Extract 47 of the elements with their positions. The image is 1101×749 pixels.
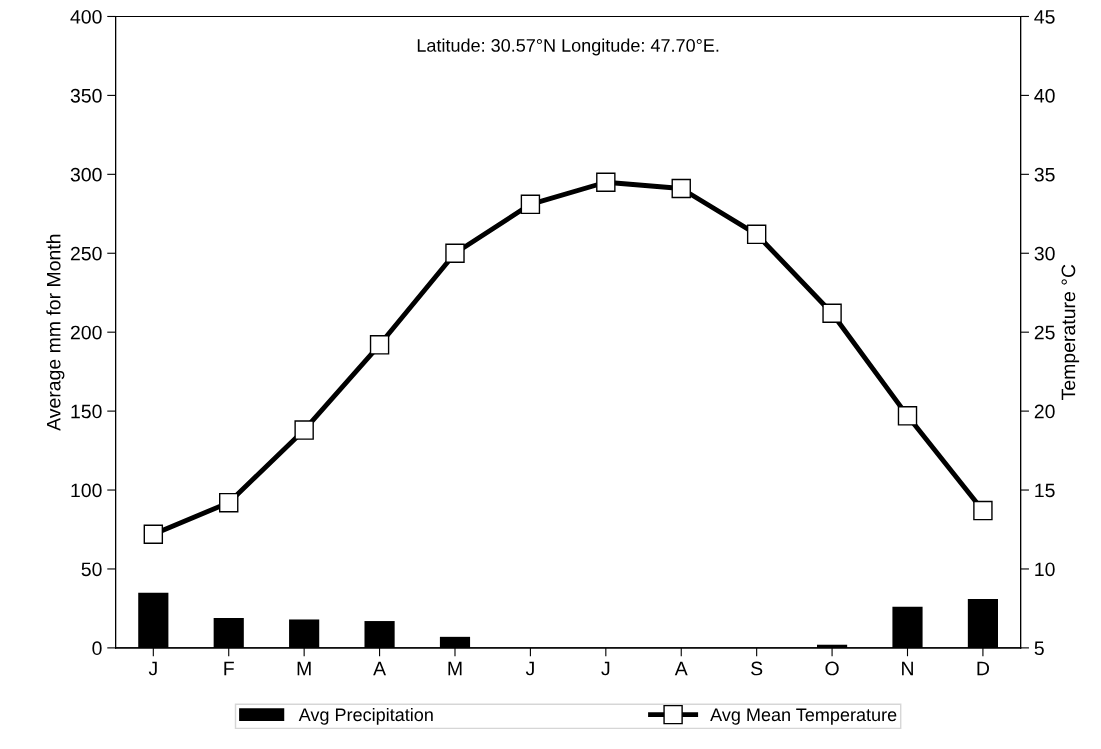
y2-tick-label: 15 [1035,483,1055,498]
point [897,406,918,426]
y-axis-title: Average mm for Month [46,234,65,431]
y-tick-label: 400 [70,9,102,24]
x-tick-label: M [297,661,311,676]
x-tick-label: J [148,661,157,676]
annotation: Latitude: 30.57°N Longitude: 47.70°E. [417,38,719,56]
y-tick-label: 0 [92,641,102,656]
legend-label: Avg Precipitation [298,707,433,725]
y2-tick-label: 5 [1034,641,1044,656]
y2-tick-label: 20 [1034,404,1055,419]
point [369,335,390,355]
y2-tick-label: 30 [1034,246,1055,261]
x-tick-label: F [224,661,234,676]
y2-tick-label: 10 [1035,562,1055,577]
point [143,524,164,544]
x-tick-label: A [373,661,387,676]
x-tick-label: S [751,661,763,676]
y-tick-label: 200 [70,325,102,340]
y-tick-label: 150 [71,404,102,419]
y2-tick-label: 40 [1034,88,1055,103]
y-tick-label: 50 [81,562,102,577]
point [746,224,767,245]
x-tick-label: A [674,661,688,676]
point [596,172,616,192]
x-tick-label: N [902,661,913,676]
x-tick-label: O [825,661,839,676]
point [822,303,842,323]
x-tick-label: J [525,661,534,676]
y-tick-label: 300 [70,167,102,182]
point [445,243,465,263]
x-tick-label: J [601,661,610,676]
point [671,178,691,199]
y-tick-label: 350 [70,88,102,103]
y2-tick-label: 35 [1034,167,1055,182]
y2-axis-title: Temperature °C [1061,264,1080,400]
y-tick-label: 100 [71,483,102,498]
y2-tick-label: 25 [1034,325,1055,340]
x-tick-label: D [977,661,990,676]
point [520,194,541,215]
y2-tick-label: 45 [1034,10,1055,24]
legend-label: Avg Mean Temperature [710,708,897,725]
x-tick-label: M [448,661,462,676]
point [294,420,314,440]
point [219,492,239,513]
y-tick-label: 250 [70,246,102,261]
point [973,500,993,521]
